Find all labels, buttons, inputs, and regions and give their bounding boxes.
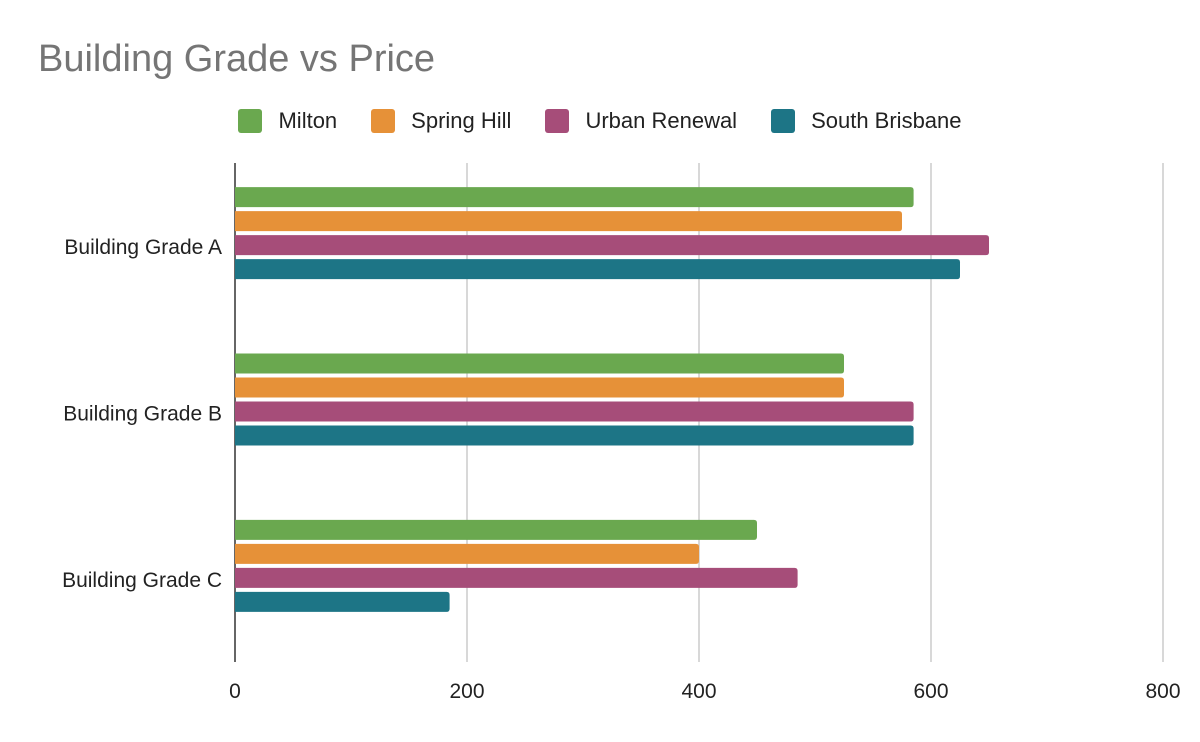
x-tick-label: 600 bbox=[913, 680, 948, 703]
legend-label: Milton bbox=[278, 108, 338, 133]
legend: Milton Spring Hill Urban Renewal South Bris… bbox=[0, 108, 1200, 134]
legend-item-urban-renewal[interactable]: Urban Renewal bbox=[545, 108, 737, 134]
x-tick-label: 0 bbox=[229, 680, 241, 703]
bar-urban-renewal-building-grade-a[interactable] bbox=[235, 235, 989, 256]
legend-swatch bbox=[371, 109, 396, 133]
bar-spring-hill-building-grade-a[interactable] bbox=[235, 211, 902, 232]
legend-swatch bbox=[771, 109, 796, 133]
category-label: Building Grade A bbox=[64, 236, 222, 259]
bar-urban-renewal-building-grade-b[interactable] bbox=[235, 401, 914, 422]
bar-milton-building-grade-a[interactable] bbox=[235, 187, 914, 208]
legend-label: South Brisbane bbox=[811, 108, 962, 133]
bar-south-brisbane-building-grade-c[interactable] bbox=[235, 591, 450, 612]
legend-item-spring-hill[interactable]: Spring Hill bbox=[371, 108, 511, 134]
category-label: Building Grade B bbox=[63, 403, 222, 426]
bar-milton-building-grade-b[interactable] bbox=[235, 353, 844, 374]
legend-label: Urban Renewal bbox=[585, 108, 738, 133]
legend-swatch bbox=[238, 109, 263, 133]
legend-item-south-brisbane[interactable]: South Brisbane bbox=[771, 108, 962, 134]
x-tick-label: 200 bbox=[449, 680, 484, 703]
bar-south-brisbane-building-grade-b[interactable] bbox=[235, 425, 914, 446]
legend-item-milton[interactable]: Milton bbox=[238, 108, 337, 134]
bar-urban-renewal-building-grade-c[interactable] bbox=[235, 567, 798, 588]
x-tick-label: 800 bbox=[1145, 680, 1180, 703]
bar-milton-building-grade-c[interactable] bbox=[235, 519, 757, 540]
bar-spring-hill-building-grade-c[interactable] bbox=[235, 543, 699, 564]
bar-south-brisbane-building-grade-a[interactable] bbox=[235, 259, 960, 280]
legend-label: Spring Hill bbox=[411, 108, 512, 133]
chart-title: Building Grade vs Price bbox=[38, 38, 436, 80]
bar-spring-hill-building-grade-b[interactable] bbox=[235, 377, 844, 398]
category-label: Building Grade C bbox=[62, 569, 222, 592]
x-tick-label: 400 bbox=[681, 680, 716, 703]
legend-swatch bbox=[545, 109, 570, 133]
